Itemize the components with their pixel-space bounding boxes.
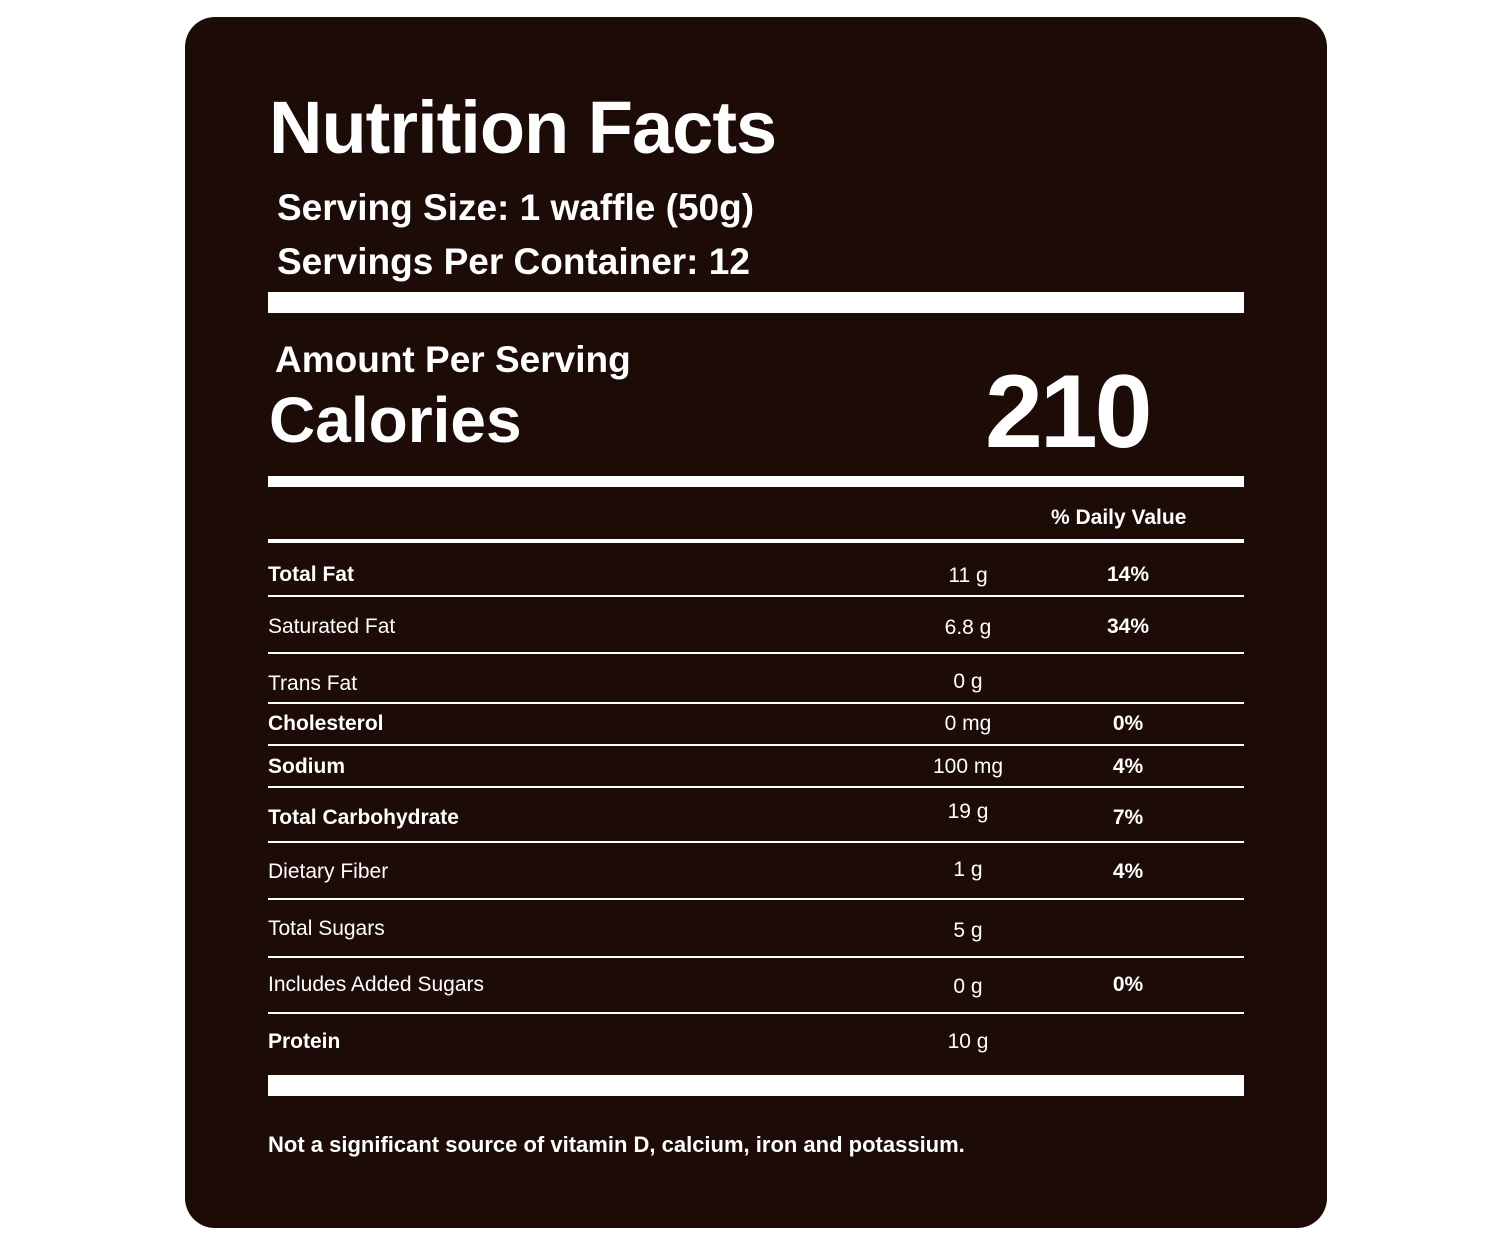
nutrient-name: Includes Added Sugars [268, 973, 484, 996]
row-divider [268, 744, 1244, 746]
calories-label: Calories [269, 384, 522, 456]
nutrient-daily-value: 0% [1112, 712, 1144, 735]
divider-daily-value [268, 539, 1244, 543]
label-title: Nutrition Facts [269, 86, 777, 169]
nutrient-amount: 5 g [953, 919, 983, 942]
nutrient-amount: 0 g [953, 975, 983, 998]
row-divider [268, 595, 1244, 597]
nutrient-daily-value: 14% [1106, 563, 1150, 586]
nutrient-amount: 1 g [953, 858, 983, 881]
nutrient-amount: 0 mg [944, 712, 992, 735]
daily-value-header: % Daily Value [1051, 506, 1187, 529]
nutrient-row: Protein 10 g [268, 1014, 1244, 1076]
nutrient-name: Cholesterol [268, 712, 384, 735]
nutrient-row: Cholesterol 0 mg 0% [268, 704, 1244, 746]
nutrient-row: Dietary Fiber 1 g 4% [268, 843, 1244, 900]
nutrient-name: Sodium [268, 755, 345, 778]
nutrient-row: Sodium 100 mg 4% [268, 746, 1244, 788]
nutrient-amount: 19 g [947, 800, 989, 823]
row-divider [268, 702, 1244, 704]
nutrient-name: Total Fat [268, 563, 354, 586]
nutrient-name: Saturated Fat [268, 615, 396, 638]
row-divider [268, 1012, 1244, 1014]
nutrient-daily-value: 0% [1112, 973, 1144, 996]
thick-divider-bottom [268, 1075, 1244, 1096]
nutrient-daily-value: 7% [1112, 806, 1144, 829]
calories-value: 210 [985, 354, 1153, 470]
footnote: Not a significant source of vitamin D, c… [268, 1132, 965, 1157]
thick-divider-calories [268, 476, 1244, 487]
nutrient-daily-value: 34% [1106, 615, 1150, 638]
row-divider [268, 786, 1244, 788]
thick-divider-top [268, 292, 1244, 313]
nutrient-name: Total Carbohydrate [268, 806, 459, 829]
nutrient-amount: 100 mg [932, 755, 1004, 778]
nutrient-row: Total Sugars 5 g [268, 900, 1244, 958]
nutrient-amount: 0 g [953, 670, 983, 693]
nutrient-row: Trans Fat 0 g [268, 654, 1244, 704]
nutrition-label-panel: Nutrition Facts Serving Size: 1 waffle (… [185, 17, 1327, 1228]
row-divider [268, 841, 1244, 843]
amount-per-serving: Amount Per Serving [275, 339, 631, 380]
nutrient-name: Trans Fat [268, 672, 358, 695]
nutrient-amount: 11 g [948, 564, 988, 587]
nutrient-row: Saturated Fat 6.8 g 34% [268, 597, 1244, 654]
row-divider [268, 898, 1244, 900]
nutrient-row: Total Carbohydrate 19 g 7% [268, 788, 1244, 843]
servings-per-container: Servings Per Container: 12 [277, 241, 750, 282]
nutrient-name: Protein [268, 1030, 341, 1053]
nutrient-daily-value: 4% [1112, 860, 1144, 883]
nutrient-amount: 6.8 g [944, 616, 992, 639]
nutrient-amount: 10 g [947, 1030, 989, 1053]
row-divider [268, 652, 1244, 654]
nutrient-name: Total Sugars [268, 917, 385, 940]
serving-size: Serving Size: 1 waffle (50g) [277, 187, 755, 228]
nutrient-row: Total Fat 11 g 14% [268, 543, 1244, 597]
nutrient-daily-value: 4% [1112, 755, 1144, 778]
nutrient-name: Dietary Fiber [268, 860, 389, 883]
nutrient-row: Includes Added Sugars 0 g 0% [268, 958, 1244, 1014]
row-divider [268, 956, 1244, 958]
